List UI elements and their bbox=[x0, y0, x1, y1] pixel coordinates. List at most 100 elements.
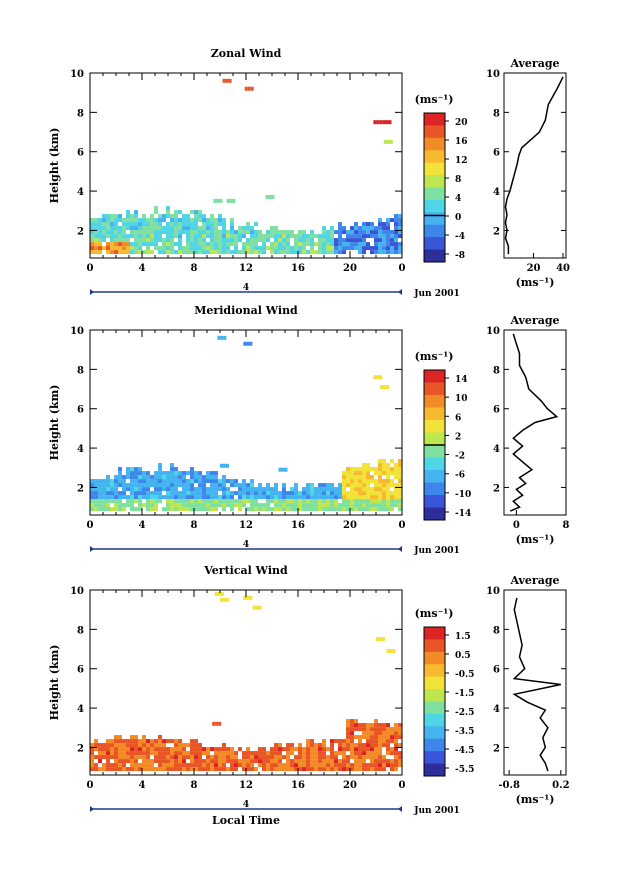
heatmap-cell bbox=[246, 238, 250, 243]
heatmap-cell bbox=[122, 495, 126, 500]
heatmap-cell bbox=[254, 499, 258, 504]
colorbar-swatch bbox=[424, 150, 445, 164]
heatmap-cell bbox=[310, 755, 314, 760]
colorbar-swatch bbox=[424, 162, 445, 176]
heatmap-cell bbox=[394, 214, 398, 219]
heatmap-cell bbox=[358, 495, 362, 500]
heatmap-cell bbox=[338, 487, 342, 492]
heatmap-cell bbox=[94, 747, 98, 752]
heatmap-cell bbox=[174, 475, 178, 480]
heatmap-cell bbox=[294, 491, 298, 496]
heatmap-cell bbox=[374, 246, 378, 251]
heatmap-cell bbox=[254, 234, 258, 239]
heatmap-cell bbox=[194, 226, 198, 231]
colorbar-tick-label: 10 bbox=[455, 394, 468, 404]
heatmap-cell bbox=[110, 507, 114, 512]
heatmap-cell bbox=[222, 475, 226, 480]
heatmap-cell bbox=[198, 226, 202, 231]
heatmap-cell bbox=[198, 238, 202, 243]
heatmap-cell bbox=[302, 250, 306, 255]
heatmap-cell bbox=[330, 499, 334, 504]
heatmap-cell bbox=[190, 487, 194, 492]
heatmap-cell bbox=[142, 234, 146, 239]
heatmap-cell bbox=[94, 507, 98, 512]
average-y-tick-label: 2 bbox=[493, 226, 500, 237]
heatmap-cell bbox=[122, 475, 126, 480]
heatmap-cell bbox=[158, 226, 162, 231]
heatmap-cell bbox=[370, 495, 374, 500]
heatmap-cell bbox=[302, 238, 306, 243]
heatmap-cell bbox=[212, 721, 216, 726]
heatmap-cell bbox=[218, 487, 222, 492]
heatmap-cell bbox=[270, 751, 274, 756]
heatmap-cell bbox=[150, 230, 154, 235]
heatmap-cell bbox=[358, 467, 362, 472]
heatmap-cell bbox=[138, 767, 142, 772]
heatmap-cell bbox=[310, 250, 314, 255]
heatmap-cell bbox=[186, 763, 190, 768]
heatmap-cell bbox=[326, 234, 330, 239]
heatmap-cell bbox=[206, 767, 210, 772]
heatmap-cell bbox=[382, 763, 386, 768]
heatmap-cell bbox=[170, 238, 174, 243]
heatmap-cell bbox=[138, 739, 142, 744]
heatmap-cell bbox=[218, 721, 222, 726]
heatmap-cell bbox=[282, 234, 286, 239]
heatmap-cell bbox=[190, 242, 194, 247]
heatmap-cell bbox=[134, 739, 138, 744]
heatmap-cell bbox=[354, 471, 358, 476]
day-label: 4 bbox=[243, 283, 249, 293]
heatmap-cell bbox=[310, 483, 314, 488]
heatmap-cell bbox=[150, 503, 154, 508]
heatmap-cell bbox=[142, 767, 146, 772]
heatmap-cell bbox=[130, 739, 134, 744]
heatmap-cell bbox=[182, 471, 186, 476]
heatmap-cell bbox=[134, 483, 138, 488]
heatmap-cell bbox=[222, 246, 226, 251]
colorbar-swatch bbox=[424, 713, 445, 727]
heatmap-cell bbox=[158, 479, 162, 484]
heatmap-cell bbox=[254, 238, 258, 243]
heatmap-cell bbox=[186, 230, 190, 235]
heatmap-cell bbox=[150, 222, 154, 227]
heatmap-cell bbox=[238, 483, 242, 488]
heatmap-cell bbox=[366, 503, 370, 508]
heatmap-cell bbox=[358, 727, 362, 732]
heatmap-cell bbox=[150, 214, 154, 219]
heatmap-cell bbox=[218, 234, 222, 239]
heatmap-cell bbox=[310, 751, 314, 756]
heatmap-cell bbox=[150, 475, 154, 480]
heatmap-cell bbox=[370, 246, 374, 251]
heatmap-cell bbox=[118, 507, 122, 512]
heatmap-cell bbox=[138, 471, 142, 476]
heatmap-cell bbox=[194, 230, 198, 235]
average-x-label: (ms⁻¹) bbox=[516, 276, 555, 289]
heatmap-cell bbox=[306, 747, 310, 752]
heatmap-cell bbox=[230, 499, 234, 504]
heatmap-cell bbox=[342, 238, 346, 243]
heatmap-cell bbox=[386, 491, 390, 496]
heatmap-cell bbox=[338, 222, 342, 227]
heatmap-cell bbox=[186, 214, 190, 219]
heatmap-cell bbox=[94, 479, 98, 484]
heatmap-cell bbox=[290, 499, 294, 504]
heatmap-cell bbox=[150, 234, 154, 239]
heatmap-cell bbox=[174, 747, 178, 752]
heatmap-cell bbox=[330, 743, 334, 748]
heatmap-cell bbox=[138, 246, 142, 251]
heatmap-cell bbox=[354, 475, 358, 480]
heatmap-cell bbox=[218, 218, 222, 223]
heatmap-cell bbox=[146, 226, 150, 231]
heatmap-cell bbox=[190, 743, 194, 748]
colorbar-tick-label: -2 bbox=[455, 452, 465, 462]
heatmap-cell bbox=[302, 763, 306, 768]
heatmap-cell bbox=[190, 507, 194, 512]
heatmap-cell bbox=[214, 487, 218, 492]
day-bar-arrow bbox=[90, 546, 94, 552]
heatmap-cell bbox=[118, 735, 122, 740]
colorbar-frame bbox=[423, 112, 446, 263]
heatmap-cell bbox=[222, 242, 226, 247]
heatmap-cell bbox=[246, 751, 250, 756]
heatmap-cell bbox=[110, 751, 114, 756]
heatmap-cell bbox=[118, 230, 122, 235]
